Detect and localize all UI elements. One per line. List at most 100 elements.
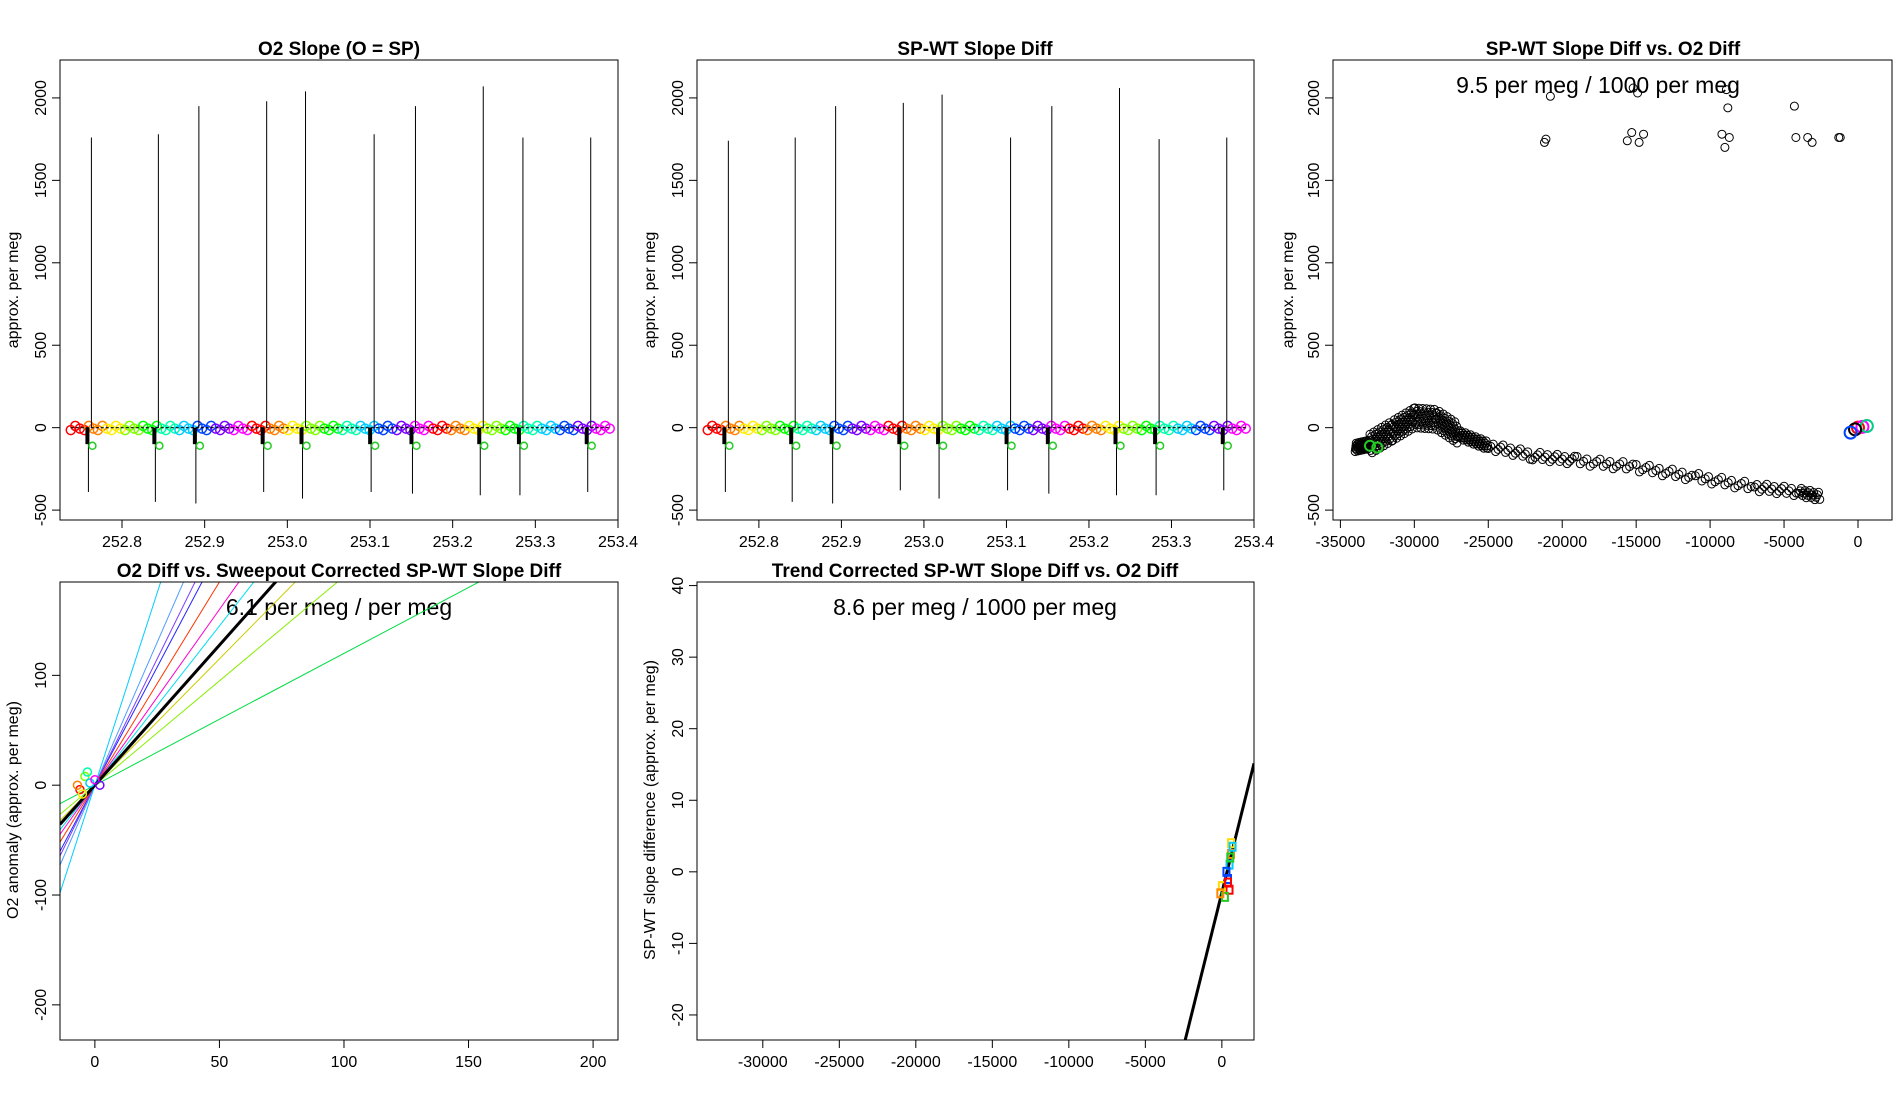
plot-frame: [1332, 59, 1893, 521]
x-tick-label: 252.8: [102, 534, 142, 551]
data-point: [1503, 445, 1513, 455]
data-point: [1767, 484, 1777, 494]
data-point: [142, 423, 153, 434]
data-point: [792, 423, 804, 434]
x-tick-label: 252.9: [185, 534, 225, 551]
y-tick-label: 1000: [33, 245, 50, 281]
data-point: [765, 423, 777, 434]
x-tick-label: -15000: [967, 1054, 1017, 1071]
spike-base: [897, 427, 902, 445]
fit-line: [60, 582, 185, 866]
data-point: [1216, 888, 1225, 899]
y-axis-label: approx. per meg: [1280, 232, 1297, 349]
panel-slope-diff-vs-o2-diff: SP-WT Slope Diff vs. O2 Diff approx. per…: [1280, 39, 1893, 551]
data-point: [969, 423, 980, 434]
data-point: [77, 789, 88, 799]
data-point: [1508, 450, 1518, 460]
data-point: [1091, 423, 1102, 434]
data-point: [847, 423, 858, 434]
x-tick-label: -35000: [1315, 534, 1365, 551]
data-point: [1717, 129, 1727, 139]
data-point: [1172, 423, 1184, 434]
data-point: [1595, 454, 1605, 464]
y-tick-label: 1500: [33, 162, 50, 198]
data-point: [1077, 423, 1089, 434]
data-point: [1572, 452, 1582, 462]
data-point: [82, 767, 93, 777]
data-point: [1803, 132, 1813, 142]
spike-base: [1004, 427, 1009, 445]
data-point: [1627, 128, 1637, 138]
y-tick-label: 500: [1306, 332, 1323, 359]
data-point: [1815, 494, 1825, 504]
data-point: [779, 423, 790, 434]
y-tick-label: 0: [33, 423, 50, 432]
data-point: [370, 441, 380, 451]
data-point: [1557, 454, 1567, 464]
data-point: [1009, 423, 1021, 434]
data-point: [955, 423, 967, 434]
y-tick-label: 1000: [670, 245, 687, 281]
y-tick-label: -10: [670, 932, 687, 955]
x-tick-label: 253.2: [1069, 534, 1109, 551]
data-point: [263, 441, 272, 451]
data-point: [1622, 136, 1632, 146]
spike-base: [516, 427, 521, 445]
x-tick-label: 253.3: [515, 534, 555, 551]
x-tick-label: 50: [211, 1054, 229, 1071]
data-point: [1746, 481, 1756, 491]
data-point: [1757, 484, 1767, 494]
y-tick-label: 40: [670, 577, 687, 595]
data-point: [738, 423, 750, 434]
x-tick-label: -10000: [1685, 534, 1735, 551]
data-point: [1498, 440, 1508, 450]
y-tick-label: 1000: [1306, 245, 1323, 281]
y-tick-label: -200: [33, 989, 50, 1021]
data-point: [1116, 441, 1125, 451]
data-point: [90, 774, 100, 785]
data-point: [942, 423, 953, 434]
y-tick-label: 20: [670, 720, 687, 738]
data-point: [1740, 476, 1750, 486]
x-tick-label: 253.4: [598, 534, 638, 551]
spike-base: [299, 427, 304, 445]
data-point: [1724, 132, 1734, 142]
data-point: [1774, 486, 1784, 496]
x-tick-label: -20000: [1537, 534, 1587, 551]
panel-o2-diff-vs-sweepout: O2 Diff vs. Sweepout Corrected SP-WT Slo…: [5, 561, 619, 1071]
data-point: [1723, 103, 1733, 113]
data-point: [1007, 441, 1016, 451]
fit-line: [1183, 762, 1254, 1040]
data-point: [412, 441, 421, 451]
plot-area: 0 50 100 150 200 -200 -100 0 100: [33, 581, 619, 1071]
data-point: [1687, 470, 1697, 480]
fit-line: [60, 582, 339, 815]
y-tick-label: 10: [670, 791, 687, 809]
fit-line: [60, 582, 240, 835]
x-tick-label: -25000: [1463, 534, 1513, 551]
data-point: [1703, 472, 1713, 482]
data-point: [128, 423, 140, 434]
y-tick-label: 0: [33, 781, 50, 790]
data-point: [1131, 423, 1143, 434]
data-point: [88, 441, 97, 451]
data-point: [563, 423, 575, 434]
data-point: [1628, 83, 1638, 93]
spike-base: [260, 427, 265, 445]
data-point: [550, 423, 561, 434]
data-point: [1545, 457, 1555, 467]
x-tick-label: 200: [580, 1054, 607, 1071]
data-point: [115, 423, 126, 434]
data-point: [1505, 443, 1515, 453]
data-point: [155, 441, 164, 451]
data-point: [1628, 459, 1638, 469]
data-point: [1493, 444, 1503, 454]
data-point: [725, 441, 734, 451]
panel-title: Trend Corrected SP-WT Slope Diff vs. O2 …: [772, 561, 1179, 582]
data-point: [1777, 484, 1787, 494]
data-point: [156, 423, 167, 434]
fit-line: [60, 582, 255, 831]
data-point: [1633, 88, 1643, 98]
data-point: [1720, 142, 1730, 152]
data-point: [441, 423, 452, 434]
